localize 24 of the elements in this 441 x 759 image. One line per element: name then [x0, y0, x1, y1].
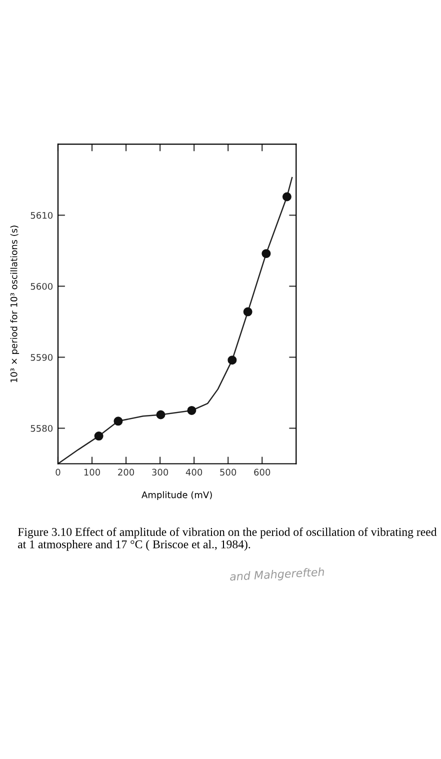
point: [187, 406, 196, 415]
point: [228, 356, 237, 365]
point: [282, 192, 292, 202]
point: [262, 249, 271, 258]
point: [243, 307, 252, 316]
point: [94, 432, 104, 441]
line-series: [58, 176, 293, 464]
x-tick-label: 100: [84, 468, 100, 476]
point: [114, 416, 123, 426]
x-tick-label: 500: [220, 468, 236, 476]
y-axis-title: 10³ × period for 10³ oscillations (s): [10, 226, 20, 382]
y-tick-label: 5610: [30, 212, 53, 219]
x-tick-label: 400: [186, 468, 202, 476]
y-tick-label: 5590: [30, 354, 53, 361]
text: and Mahgerefteh: [230, 567, 324, 583]
x-tick-label: 200: [118, 468, 134, 476]
x-tick-label: 300: [152, 468, 168, 476]
y-tick-label: 5600: [30, 282, 53, 290]
x-tick-label: 600: [254, 468, 270, 476]
point: [156, 410, 166, 420]
caption: Figure 3.10 Effect of amplitude of vibration on the period of oscillation of vibrating reed at 1 atmosphere and 17 °C ( Briscoe et al., 1984).: [18, 528, 437, 551]
x-axis-title: Amplitude (mV): [142, 491, 212, 500]
y-tick-label: 5580: [30, 424, 53, 432]
x-tick-label: 0: [56, 468, 60, 476]
